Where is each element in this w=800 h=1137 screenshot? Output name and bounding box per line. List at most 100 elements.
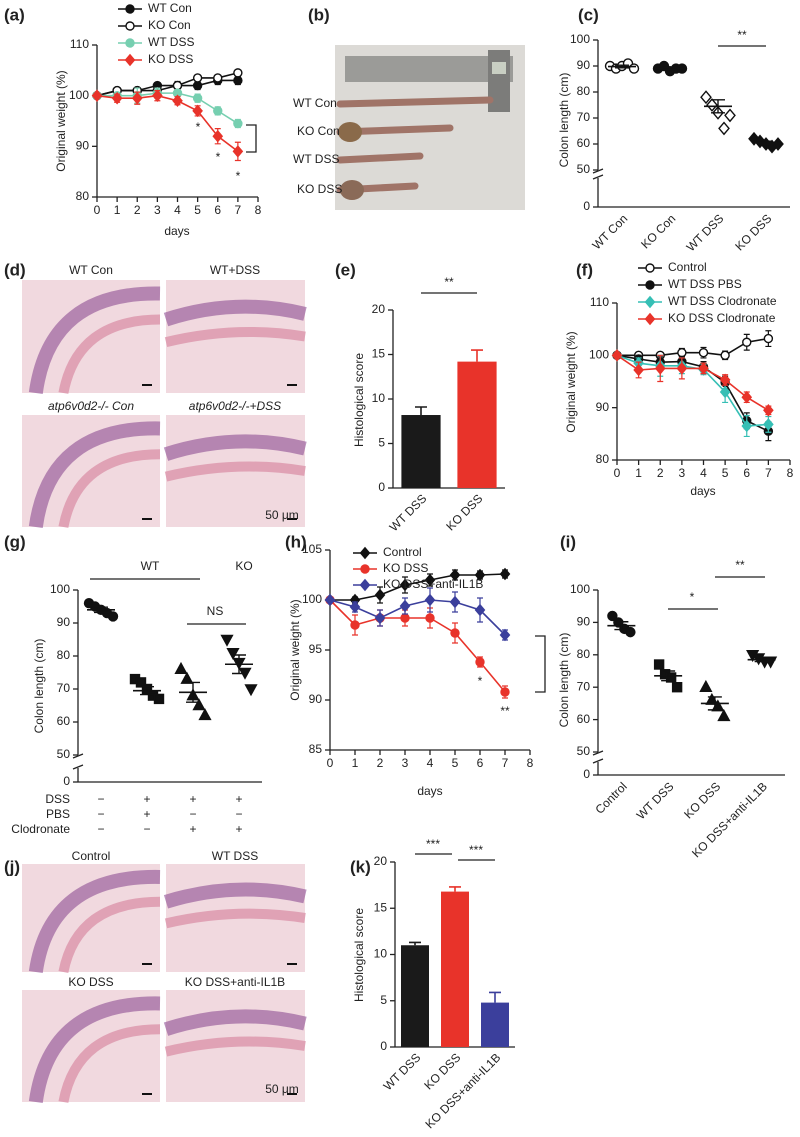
data-point: [741, 390, 753, 404]
colon: [336, 152, 424, 164]
x-tick-label: 2: [657, 466, 664, 480]
data-point: [324, 593, 336, 607]
y-tick-label: 70: [577, 110, 591, 124]
data-point: [449, 568, 461, 582]
y-tick-label: 90: [76, 139, 90, 153]
y-tick-label: 105: [302, 542, 322, 556]
annotation: *: [196, 120, 201, 134]
panel-label: (d): [4, 260, 26, 279]
data-point: [698, 362, 709, 375]
y-tick-label: 90: [577, 615, 591, 629]
y-tick-label: 90: [577, 58, 591, 72]
data-point: [717, 709, 731, 722]
error-bar: [415, 406, 427, 416]
y-axis-label: Original weight (%): [564, 331, 578, 432]
panel-label: (b): [308, 5, 330, 24]
annotation: **: [735, 558, 745, 572]
x-tick-label: KO Con: [638, 211, 678, 251]
error-bar: [232, 654, 246, 675]
tissue-layer: [163, 299, 307, 327]
legend-label: KO DSS+anti-IL1B: [383, 577, 483, 591]
data-point: [741, 419, 753, 433]
y-tick-label: 50: [577, 162, 591, 176]
x-tick-label: WT DSS: [381, 1050, 424, 1093]
condition-mark: +: [143, 807, 150, 821]
data-point: [233, 68, 243, 78]
annotation: ***: [469, 843, 483, 857]
scale-bar-label: 50 μm: [265, 1082, 299, 1096]
legend-marker: [360, 564, 370, 574]
legend-label: KO Con: [148, 18, 191, 32]
error-bar: [471, 349, 483, 362]
annotation: **: [737, 28, 747, 42]
image-label: KO DSS+anti-IL1B: [185, 975, 285, 989]
y-tick-label: 110: [70, 37, 89, 51]
y-tick-label: 0: [63, 774, 70, 788]
error-bar: [449, 886, 461, 892]
annotation: *: [690, 590, 695, 604]
data-point: [192, 80, 203, 91]
data-point: [400, 613, 410, 623]
x-tick-label: 3: [154, 203, 161, 217]
data-point: [633, 363, 644, 377]
data-point: [213, 106, 223, 116]
condition-mark: +: [235, 822, 242, 836]
data-point: [91, 89, 103, 102]
condition-name: Clodronate: [11, 822, 70, 836]
x-tick-label: WT DSS: [634, 779, 677, 822]
axis-break: [72, 753, 84, 770]
caliper-display: [492, 62, 506, 74]
legend-label: KO DSS Clodronate: [668, 311, 776, 325]
bracket: [246, 124, 257, 153]
data-point: [399, 578, 411, 592]
y-tick-label: 100: [589, 348, 609, 362]
data-point: [349, 600, 361, 614]
data-point: [676, 362, 688, 375]
x-tick-label: 5: [194, 203, 201, 217]
error-bar: [711, 99, 725, 114]
y-axis-label: Histological score: [352, 353, 366, 447]
data-point: [213, 73, 223, 83]
x-tick-label: WT DSS: [387, 491, 430, 534]
legend-marker: [359, 546, 371, 560]
photo-label: WT DSS: [293, 152, 339, 166]
x-axis-label: days: [690, 484, 715, 498]
tissue-layer: [163, 1009, 307, 1036]
legend-label: KO DSS: [148, 52, 193, 66]
legend-marker: [125, 38, 135, 48]
legend-label: Control: [383, 545, 422, 559]
tissue-layer: [28, 421, 161, 529]
legend-label: WT DSS Clodronate: [668, 294, 777, 308]
image-label: WT+DSS: [210, 263, 260, 277]
y-tick-label: 70: [577, 679, 591, 693]
data-point: [232, 145, 244, 158]
legend-marker: [125, 4, 135, 14]
y-tick-label: 90: [57, 615, 71, 629]
data-point: [107, 611, 119, 622]
x-tick-label: 5: [452, 756, 459, 770]
error-bar: [661, 670, 676, 682]
data-point: [475, 657, 485, 667]
y-tick-label: 15: [374, 900, 388, 914]
data-point: [192, 698, 206, 711]
error-bar: [489, 991, 501, 1003]
data-point: [677, 348, 687, 358]
data-point: [706, 98, 718, 112]
data-point: [742, 337, 752, 347]
condition-mark: −: [189, 807, 196, 821]
x-tick-label: 1: [352, 756, 359, 770]
panel-label: (h): [285, 532, 307, 551]
image-label: WT Con: [69, 263, 113, 277]
scale-bar-label: 50 μm: [265, 508, 299, 522]
y-axis-label: Histological score: [352, 908, 366, 1002]
data-point: [172, 94, 183, 108]
data-point: [499, 567, 511, 581]
bracket: [535, 635, 546, 693]
y-tick-label: 100: [570, 32, 590, 46]
data-point: [719, 373, 731, 387]
x-tick-label: 3: [402, 756, 409, 770]
data-point: [212, 129, 224, 143]
image-label: KO DSS: [68, 975, 113, 989]
legend-marker: [124, 53, 136, 67]
